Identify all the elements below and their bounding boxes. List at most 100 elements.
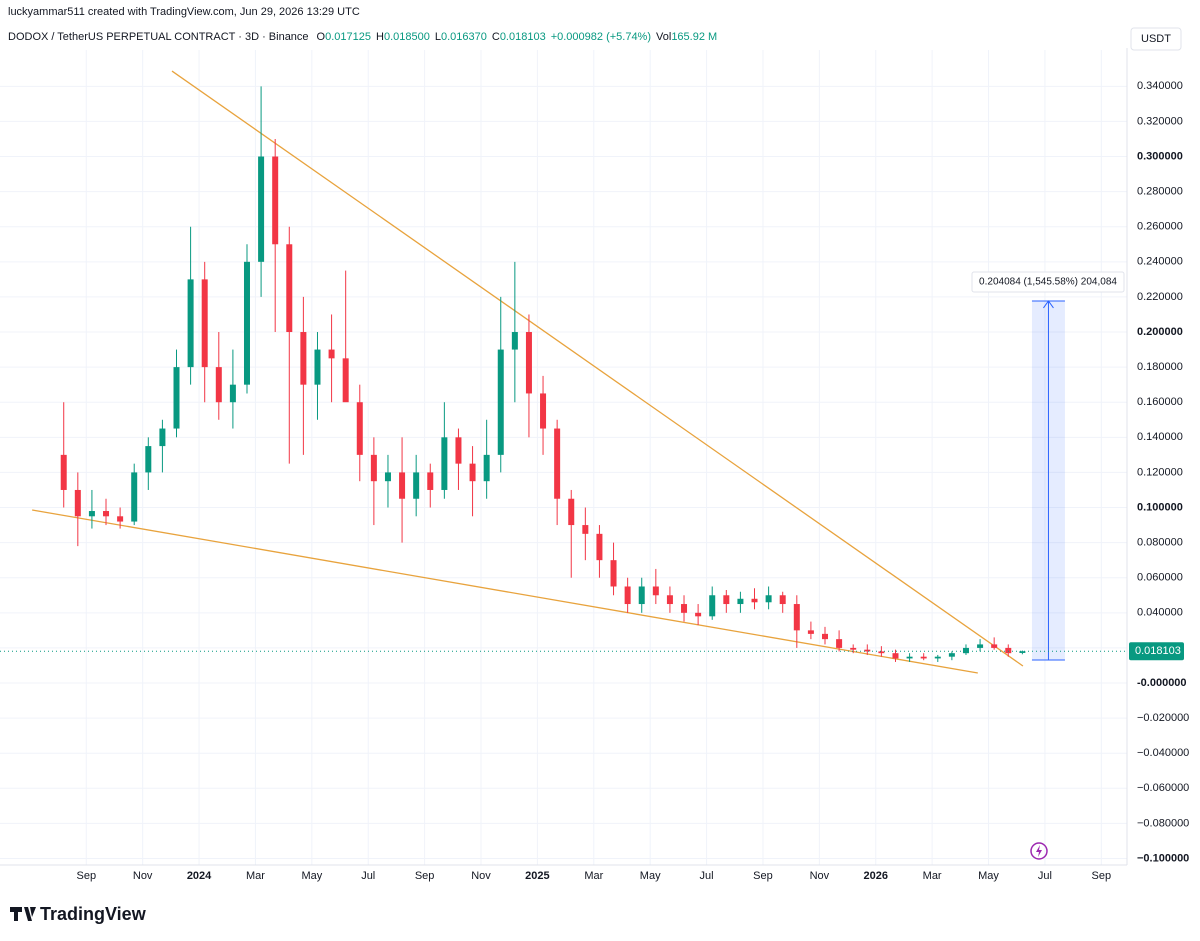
y-tick-label: 0.080000 bbox=[1137, 537, 1183, 549]
candle-body bbox=[638, 586, 645, 605]
ohlc-value: 0.018103 bbox=[500, 31, 546, 43]
candle-body bbox=[1019, 651, 1026, 653]
candle-body bbox=[286, 244, 293, 333]
candle-body bbox=[511, 332, 518, 350]
candle-body bbox=[215, 367, 222, 403]
y-tick-label: −0.020000 bbox=[1137, 712, 1189, 724]
candle-body bbox=[356, 402, 363, 455]
y-tick-label: 0.240000 bbox=[1137, 256, 1183, 268]
x-tick-label: Sep bbox=[415, 870, 435, 882]
candle-body bbox=[540, 393, 547, 429]
candle-body bbox=[977, 644, 984, 648]
x-tick-label: Nov bbox=[133, 870, 153, 882]
y-tick-label: −0.080000 bbox=[1137, 817, 1189, 829]
candle-body bbox=[131, 472, 138, 522]
x-tick-label: Nov bbox=[810, 870, 830, 882]
candle-body bbox=[878, 651, 885, 654]
x-tick-label: Jul bbox=[1038, 870, 1052, 882]
candle-body bbox=[554, 428, 561, 499]
volume-value: 165.92 M bbox=[671, 31, 717, 43]
y-tick-label: -0.000000 bbox=[1137, 677, 1187, 689]
y-tick-label: 0.180000 bbox=[1137, 361, 1183, 373]
candle-body bbox=[920, 656, 927, 659]
candle-body bbox=[103, 511, 110, 517]
candle-body bbox=[399, 472, 406, 499]
currency-box[interactable] bbox=[1130, 27, 1182, 51]
candle-body bbox=[652, 586, 659, 596]
y-tick-label: 0.320000 bbox=[1137, 115, 1183, 127]
candle-body bbox=[934, 656, 941, 659]
y-tick-label: 0.060000 bbox=[1137, 572, 1183, 584]
ohlc-key: H bbox=[376, 31, 384, 43]
candle-body bbox=[1005, 647, 1012, 654]
candle-body bbox=[765, 595, 772, 603]
candle-body bbox=[370, 454, 377, 482]
credit: luckyammar511 created with TradingView.c… bbox=[8, 6, 360, 18]
x-tick-label: Mar bbox=[923, 870, 942, 882]
y-tick-label: 0.160000 bbox=[1137, 396, 1183, 408]
y-tick-label: 0.040000 bbox=[1137, 607, 1183, 619]
y-tick-label: 0.260000 bbox=[1137, 221, 1183, 233]
x-tick-label: May bbox=[640, 870, 661, 882]
x-tick-label: Sep bbox=[753, 870, 773, 882]
ohlc-key: L bbox=[435, 31, 441, 43]
alert-bolt[interactable] bbox=[1036, 845, 1042, 857]
candle-body bbox=[779, 595, 786, 605]
candle-body bbox=[962, 647, 969, 654]
last-price-label: 0.018103 bbox=[1135, 645, 1181, 657]
candle-body bbox=[413, 472, 420, 499]
y-tick-label: 0.120000 bbox=[1137, 466, 1183, 478]
brand-logo: TradingView bbox=[10, 904, 147, 924]
candle-body bbox=[709, 595, 716, 617]
measure-arrowhead bbox=[1043, 300, 1054, 309]
candle-body bbox=[300, 332, 307, 385]
candle-body bbox=[187, 279, 194, 368]
ohlc-value: 0.018500 bbox=[384, 31, 430, 43]
candle-body bbox=[948, 653, 955, 657]
candle-body bbox=[497, 349, 504, 455]
alert-icon[interactable] bbox=[1030, 842, 1048, 860]
candle-body bbox=[173, 367, 180, 429]
candle-body bbox=[751, 598, 758, 603]
candle-body bbox=[723, 595, 730, 605]
y-tick-label: −0.100000 bbox=[1137, 852, 1189, 864]
candle-body bbox=[836, 639, 843, 648]
candle-body bbox=[525, 332, 532, 394]
candle-body bbox=[455, 437, 462, 464]
x-tick-label: Jul bbox=[361, 870, 375, 882]
measure-label-box bbox=[971, 271, 1125, 293]
candle-body bbox=[695, 612, 702, 617]
x-tick-label: 2024 bbox=[187, 870, 212, 882]
volume-key: Vol bbox=[656, 31, 671, 43]
x-tick-label: May bbox=[978, 870, 999, 882]
ohlc-value: 0.017125 bbox=[325, 31, 371, 43]
alert-circle[interactable] bbox=[1030, 842, 1048, 860]
x-tick-label: Mar bbox=[246, 870, 265, 882]
candle-body bbox=[342, 358, 349, 403]
candle-body bbox=[624, 586, 631, 605]
candle-body bbox=[807, 630, 814, 634]
symbol-line: DODOX / TetherUS PERPETUAL CONTRACT · 3D… bbox=[8, 31, 717, 43]
x-tick-label: 2025 bbox=[525, 870, 549, 882]
x-tick-label: 2026 bbox=[864, 870, 888, 882]
candle-body bbox=[229, 384, 236, 403]
candle-body bbox=[892, 653, 899, 659]
ohlc-key: C bbox=[492, 31, 500, 43]
candle-body bbox=[666, 595, 673, 605]
currency[interactable]: USDT bbox=[1141, 33, 1171, 45]
candle-body bbox=[822, 633, 828, 640]
candle-body bbox=[243, 261, 250, 385]
candle-body bbox=[384, 472, 391, 482]
candle-body bbox=[74, 489, 81, 517]
candle-body bbox=[145, 446, 152, 473]
candle-body bbox=[159, 428, 166, 447]
measure-label: 0.204084 (1,545.58%) 204,084 bbox=[979, 277, 1117, 288]
candle-body bbox=[864, 649, 871, 652]
y-tick-label: 0.280000 bbox=[1137, 186, 1183, 198]
y-tick-label: 0.200000 bbox=[1137, 326, 1183, 338]
trendline bbox=[32, 509, 978, 674]
y-tick-label: −0.040000 bbox=[1137, 747, 1189, 759]
candle-body bbox=[793, 604, 800, 631]
ohlc-key: O bbox=[317, 31, 326, 43]
